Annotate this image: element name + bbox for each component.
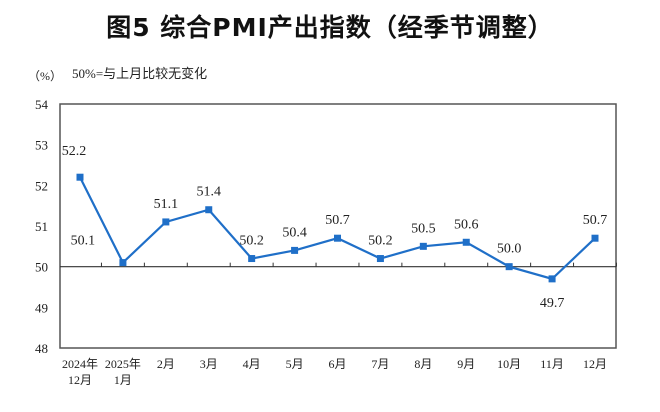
y-tick-label: 48 [35,341,48,356]
data-label: 50.6 [454,217,479,232]
data-label: 50.2 [239,234,264,249]
x-tick-label: 1月 [114,373,132,387]
annotation: 50%=与上月比较无变化 [72,66,207,81]
y-tick-label: 51 [35,219,48,234]
data-point [119,259,127,267]
x-tick-label: 3月 [200,357,218,371]
x-tick-label: 7月 [371,357,389,371]
x-tick-label: 10月 [497,357,521,371]
x-tick-label: 2025年 [105,357,141,371]
data-label: 50.7 [325,213,350,228]
x-tick-label: 9月 [457,357,475,371]
chart-title: 图5 综合PMI产出指数（经季节调整） [106,13,554,42]
x-tick-label: 12月 [68,373,92,387]
x-tick-label: 6月 [328,357,346,371]
data-label: 50.7 [583,213,608,228]
x-tick-label: 2月 [157,357,175,371]
data-point [205,206,213,214]
data-point [162,218,170,226]
x-tick-label: 5月 [286,357,304,371]
data-label: 51.4 [197,185,222,200]
data-point [505,263,513,271]
x-tick-label: 8月 [414,357,432,371]
data-point [248,255,256,263]
x-tick-label: 11月 [540,357,564,371]
data-label: 50.1 [71,234,96,249]
data-point [376,255,384,263]
data-label: 50.4 [282,225,307,240]
data-label: 51.1 [154,197,179,212]
x-tick-label: 4月 [243,357,261,371]
x-tick-label: 12月 [583,357,607,371]
data-label: 52.2 [62,144,87,159]
x-tick-label: 2024年 [62,357,98,371]
y-tick-label: 54 [35,97,49,112]
data-point [591,234,599,242]
data-point [291,246,299,254]
y-tick-label: 50 [35,260,48,275]
y-unit-label: （%） [28,69,62,83]
data-label: 50.0 [497,242,522,257]
data-point [334,234,341,242]
y-tick-label: 49 [35,300,48,315]
data-label: 49.7 [540,296,565,311]
y-tick-label: 52 [35,178,48,193]
data-point [76,173,84,181]
y-tick-label: 53 [35,138,48,153]
plot-frame [59,103,617,349]
data-label: 50.2 [368,234,393,249]
data-point [548,275,556,283]
data-point [419,242,427,250]
data-point [462,238,470,246]
data-label: 50.5 [411,221,436,236]
